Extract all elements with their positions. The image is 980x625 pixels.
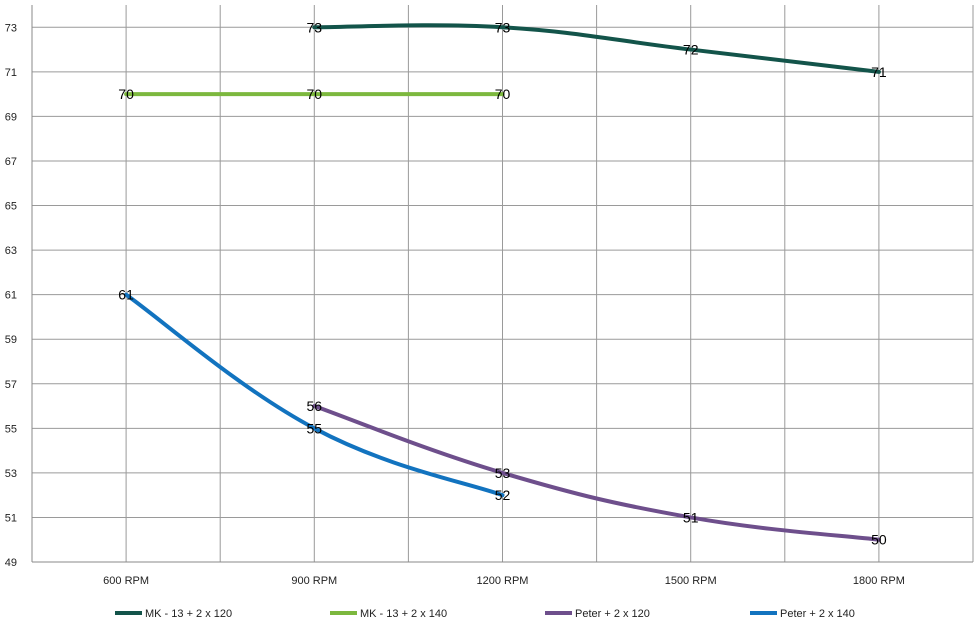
y-tick-label: 65	[5, 201, 17, 213]
data-label: 71	[871, 64, 887, 80]
data-label: 73	[307, 19, 323, 35]
y-tick-label: 61	[5, 290, 17, 302]
x-tick-label: 900 RPM	[291, 575, 337, 587]
data-label: 56	[307, 398, 323, 414]
legend-label: MK - 13 + 2 x 120	[145, 608, 232, 620]
x-axis-ticks: 600 RPM 900 RPM 1200 RPM 1500 RPM 1800 RPM	[103, 575, 905, 587]
x-tick-label: 1500 RPM	[665, 575, 717, 587]
y-tick-label: 63	[5, 245, 17, 257]
series-line-4	[124, 292, 505, 498]
y-tick-label: 67	[5, 156, 17, 168]
data-label: 72	[683, 42, 699, 58]
y-tick-label: 73	[5, 22, 17, 34]
series-line-1	[312, 23, 881, 74]
y-tick-label: 59	[5, 334, 17, 346]
x-tick-label: 600 RPM	[103, 575, 149, 587]
y-tick-label: 71	[5, 67, 17, 79]
y-tick-label: 53	[5, 468, 17, 480]
axes	[31, 5, 973, 563]
y-tick-label: 49	[5, 557, 17, 569]
series-line-3	[312, 404, 881, 542]
x-tick-label: 1800 RPM	[853, 575, 905, 587]
data-label: 53	[495, 465, 511, 481]
x-tick-label: 1200 RPM	[477, 575, 529, 587]
legend: MK - 13 + 2 x 120 MK - 13 + 2 x 140 Peter …	[115, 608, 855, 620]
data-label: 52	[495, 487, 511, 503]
y-axis-ticks: 49 51 53 55 57 59 61 63 65 67 69 71 73	[5, 22, 17, 569]
legend-label: MK - 13 + 2 x 140	[360, 608, 447, 620]
legend-label: Peter + 2 x 140	[780, 608, 855, 620]
data-label: 70	[307, 86, 323, 102]
legend-label: Peter + 2 x 120	[575, 608, 650, 620]
data-labels: 73 73 72 71 70 70 70 56 53 51 50 61 55 52	[118, 19, 887, 547]
data-label: 50	[871, 532, 887, 548]
series-lines	[124, 23, 881, 542]
y-tick-label: 69	[5, 111, 17, 123]
data-label: 55	[307, 420, 323, 436]
data-label: 51	[683, 509, 699, 525]
data-label: 73	[495, 19, 511, 35]
data-label: 70	[118, 86, 134, 102]
data-label: 61	[118, 287, 134, 303]
y-tick-label: 55	[5, 423, 17, 435]
y-tick-label: 57	[5, 379, 17, 391]
y-tick-label: 51	[5, 512, 17, 524]
data-label: 70	[495, 86, 511, 102]
